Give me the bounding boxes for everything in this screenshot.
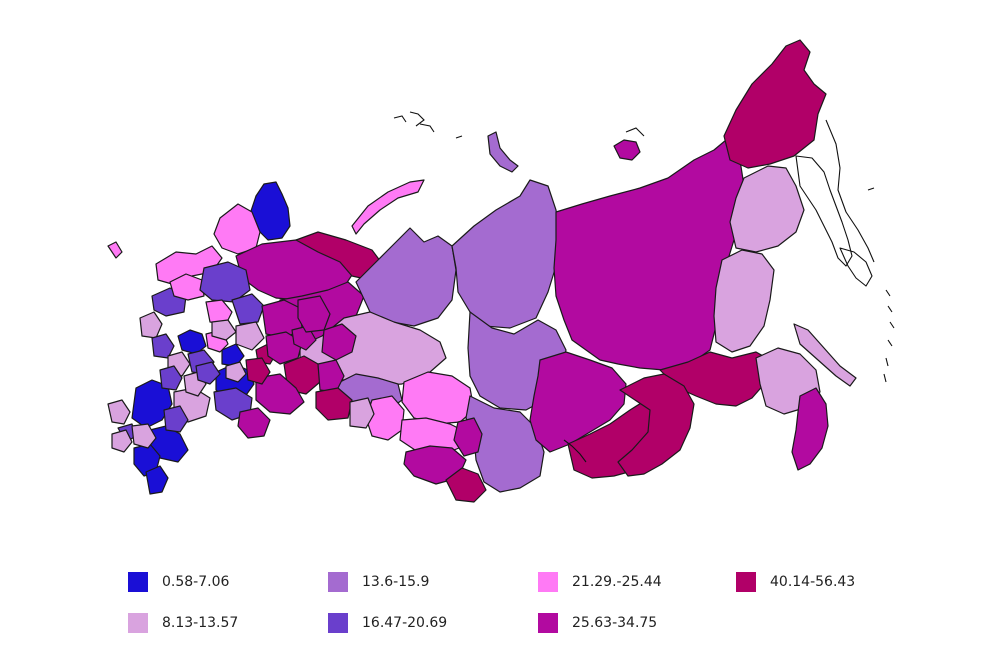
kuril-island-1 bbox=[885, 289, 891, 297]
region-penza[interactable] bbox=[225, 361, 247, 383]
coastline-okhotsk bbox=[825, 119, 875, 263]
region-yaroslavl[interactable] bbox=[205, 299, 233, 325]
region-primorye[interactable] bbox=[791, 387, 829, 471]
region-khabarovsk[interactable] bbox=[713, 249, 775, 353]
arctic-island-2 bbox=[455, 135, 463, 139]
legend-item-4: 16.47-20.69 bbox=[328, 613, 447, 633]
legend-swatch-5 bbox=[538, 572, 558, 592]
region-sverdlovsk[interactable] bbox=[321, 323, 357, 361]
kuril-island-2 bbox=[887, 305, 893, 313]
russia-choropleth-map bbox=[107, 39, 895, 503]
region-kurgan[interactable] bbox=[315, 387, 353, 421]
legend-label-6: 25.63-34.75 bbox=[572, 615, 658, 631]
kuril-island-6 bbox=[883, 373, 887, 383]
region-kursk[interactable] bbox=[159, 365, 183, 391]
region-dagestan[interactable] bbox=[131, 423, 157, 449]
region-stavropol[interactable] bbox=[111, 429, 133, 453]
coastline-kamchatka bbox=[795, 155, 853, 267]
region-chelyabinsk[interactable] bbox=[317, 359, 345, 393]
region-pskov[interactable] bbox=[139, 311, 163, 339]
arctic-island-3 bbox=[867, 187, 875, 191]
franz-josef-3 bbox=[419, 123, 435, 133]
legend-label-7: 40.14-56.43 bbox=[770, 574, 856, 590]
legend-item-3: 13.6-15.9 bbox=[328, 572, 429, 592]
region-caucasus-2[interactable] bbox=[145, 465, 169, 495]
region-magadan[interactable] bbox=[729, 165, 805, 253]
legend-item-1: 0.58-7.06 bbox=[128, 572, 229, 592]
region-yamal[interactable] bbox=[355, 227, 457, 327]
region-lipetsk[interactable] bbox=[195, 361, 221, 385]
kuril-island-5 bbox=[885, 357, 889, 367]
kuril-island-4 bbox=[887, 339, 893, 347]
region-vologda[interactable] bbox=[199, 261, 251, 303]
legend-item-5: 21.29.-25.44 bbox=[538, 572, 662, 592]
legend-swatch-2 bbox=[128, 613, 148, 633]
legend-item-6: 25.63-34.75 bbox=[538, 613, 657, 633]
coastline-kamchatka-tip bbox=[839, 247, 873, 287]
region-omsk[interactable] bbox=[349, 397, 375, 429]
region-kostroma[interactable] bbox=[231, 293, 265, 325]
region-sakhalin[interactable] bbox=[793, 323, 857, 387]
franz-josef-2 bbox=[409, 111, 425, 127]
legend-swatch-7 bbox=[736, 572, 756, 592]
lake-baikal bbox=[563, 439, 587, 463]
region-samara[interactable] bbox=[245, 357, 271, 385]
region-nizhny[interactable] bbox=[235, 321, 265, 351]
region-khakassia[interactable] bbox=[453, 417, 483, 457]
region-crimea[interactable] bbox=[107, 399, 131, 425]
region-tambov[interactable] bbox=[221, 343, 245, 367]
legend-swatch-3 bbox=[328, 572, 348, 592]
region-irkutsk[interactable] bbox=[529, 351, 627, 453]
region-smolensk[interactable] bbox=[151, 333, 175, 359]
region-tomsk[interactable] bbox=[401, 371, 475, 425]
region-vladimir[interactable] bbox=[211, 319, 237, 341]
legend-item-2: 8.13-13.57 bbox=[128, 613, 238, 633]
region-krasnoyarsk-west[interactable] bbox=[451, 179, 561, 329]
franz-josef-1 bbox=[393, 115, 407, 123]
legend-swatch-6 bbox=[538, 613, 558, 633]
region-orenburg[interactable] bbox=[255, 373, 305, 415]
region-moscow-oblast[interactable] bbox=[177, 329, 207, 355]
legend-label-3: 13.6-15.9 bbox=[362, 574, 430, 590]
region-lyakhovsky[interactable] bbox=[613, 139, 641, 161]
region-rostov[interactable] bbox=[163, 405, 189, 433]
kuril-island-3 bbox=[889, 321, 895, 329]
legend-label-2: 8.13-13.57 bbox=[162, 615, 239, 631]
legend-label-4: 16.47-20.69 bbox=[362, 615, 448, 631]
arctic-island-1 bbox=[625, 127, 645, 137]
region-kaliningrad[interactable] bbox=[107, 241, 123, 259]
legend-swatch-4 bbox=[328, 613, 348, 633]
region-chukotka[interactable] bbox=[723, 39, 827, 169]
region-astrakhan[interactable] bbox=[237, 407, 271, 439]
legend-label-1: 0.58-7.06 bbox=[162, 574, 230, 590]
legend-label-5: 21.29.-25.44 bbox=[572, 574, 662, 590]
region-zabaykalsky[interactable] bbox=[617, 373, 695, 477]
region-novaya-zemlya[interactable] bbox=[351, 179, 425, 235]
legend-item-7: 40.14-56.43 bbox=[736, 572, 855, 592]
region-tver[interactable] bbox=[169, 273, 205, 301]
legend-swatch-1 bbox=[128, 572, 148, 592]
region-tuva[interactable] bbox=[445, 467, 487, 503]
legend: 0.58-7.06 8.13-13.57 13.6-15.9 16.47-20.… bbox=[128, 572, 948, 642]
region-severnaya-zemlya[interactable] bbox=[487, 131, 519, 173]
